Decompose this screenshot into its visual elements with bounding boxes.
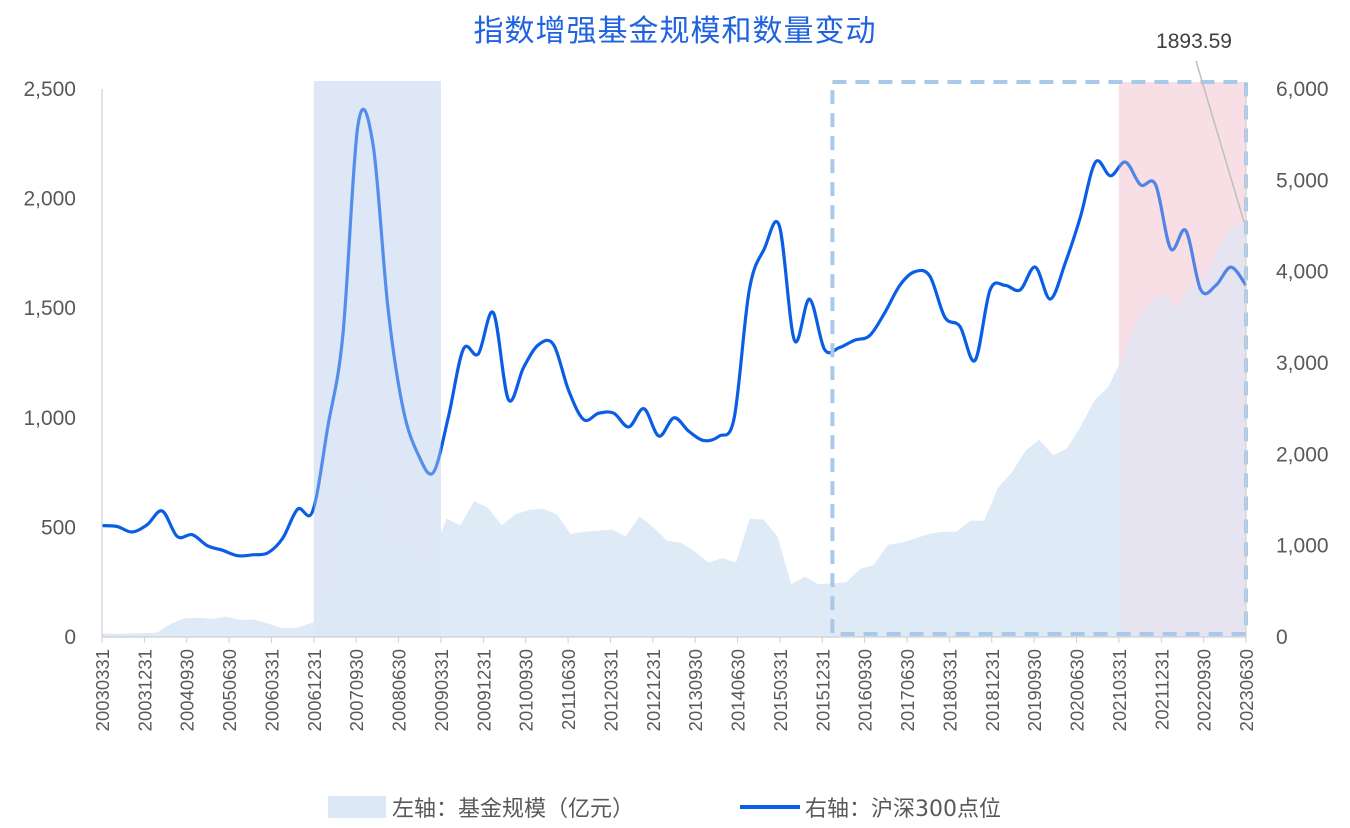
left-tick-label: 2,000 <box>23 188 76 211</box>
x-tick-label: 20060331 <box>262 649 283 731</box>
x-tick-label: 20230630 <box>1236 649 1257 731</box>
left-tick-label: 500 <box>41 516 76 539</box>
left-tick-label: 1,500 <box>23 297 76 320</box>
x-tick-label: 20160930 <box>855 649 876 731</box>
right-tick-label: 6,000 <box>1276 78 1329 101</box>
x-tick-label: 20050630 <box>219 649 240 731</box>
x-tick-label: 20031231 <box>134 649 155 731</box>
annotation-leader-line <box>1195 60 1245 223</box>
legend-label-line: 右轴：沪深300点位 <box>805 797 1001 822</box>
x-tick-label: 20181231 <box>982 649 1003 731</box>
chart-title: 指数增强基金规模和数量变动 <box>473 14 877 49</box>
right-tick-label: 2,000 <box>1276 443 1329 466</box>
series-csi300-line <box>101 107 1248 558</box>
legend-label-area: 左轴：基金规模（亿元） <box>392 797 634 822</box>
x-tick-label: 20210331 <box>1109 649 1130 731</box>
x-tick-label: 20030331 <box>92 649 113 731</box>
x-tick-label: 20040930 <box>177 649 198 731</box>
x-tick-label: 20190930 <box>1024 649 1045 731</box>
right-tick-label: 5,000 <box>1276 169 1329 192</box>
x-tick-label: 20090331 <box>431 649 452 731</box>
x-tick-label: 20220930 <box>1194 649 1215 731</box>
x-tick-label: 20140630 <box>728 649 749 731</box>
left-tick-label: 0 <box>64 626 76 649</box>
annotation-end-value: 1893.59 <box>1156 30 1232 53</box>
x-tick-label: 20170630 <box>897 649 918 731</box>
x-tick-label: 20200630 <box>1067 649 1088 731</box>
shaded-period-2007-overlay <box>313 81 441 637</box>
shaded-period-2021-overlay <box>1118 82 1246 637</box>
x-tick-label: 20180331 <box>939 649 960 731</box>
x-tick-label: 20091231 <box>473 649 494 731</box>
series-fund-size-area <box>102 221 1246 637</box>
x-tick-label: 20110630 <box>558 649 579 730</box>
right-tick-label: 0 <box>1276 626 1288 649</box>
left-tick-label: 2,500 <box>23 78 76 101</box>
x-tick-label: 20120331 <box>600 649 621 731</box>
x-tick-label: 20151231 <box>812 649 833 731</box>
right-tick-label: 3,000 <box>1276 352 1329 375</box>
x-tick-label: 20121231 <box>643 649 664 731</box>
legend-swatch-area <box>328 796 386 818</box>
right-tick-label: 1,000 <box>1276 535 1329 558</box>
left-tick-label: 1,000 <box>23 407 76 430</box>
x-tick-label: 20130930 <box>685 649 706 731</box>
x-tick-label: 20080630 <box>389 649 410 731</box>
x-tick-label: 20211231 <box>1151 649 1172 730</box>
x-tick-label: 20100930 <box>516 649 537 731</box>
x-tick-label: 20070930 <box>346 649 367 731</box>
right-tick-label: 4,000 <box>1276 261 1329 284</box>
x-tick-label: 20061231 <box>304 649 325 731</box>
x-tick-label: 20150331 <box>770 649 791 731</box>
